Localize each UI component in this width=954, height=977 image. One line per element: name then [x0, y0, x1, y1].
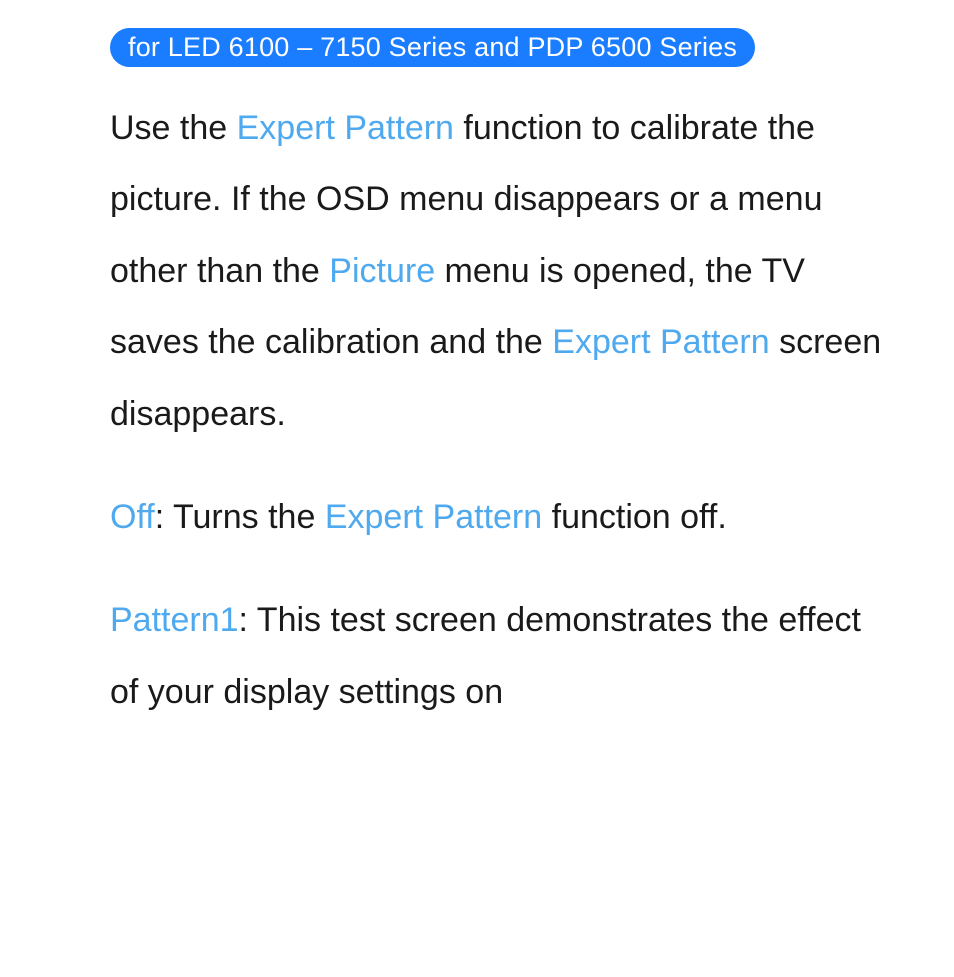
highlight-expert-pattern: Expert Pattern: [237, 109, 454, 147]
highlight-picture: Picture: [329, 252, 435, 290]
paragraph-off: Off: Turns the Expert Pattern function o…: [110, 482, 894, 553]
document-body: Use the Expert Pattern function to calib…: [110, 93, 894, 728]
text-segment: function off.: [542, 498, 727, 536]
text-segment: : Turns the: [155, 498, 325, 536]
highlight-pattern1: Pattern1: [110, 601, 239, 639]
highlight-off: Off: [110, 498, 155, 536]
text-segment: Use the: [110, 109, 237, 147]
paragraph-intro: Use the Expert Pattern function to calib…: [110, 93, 894, 450]
highlight-expert-pattern: Expert Pattern: [552, 323, 769, 361]
highlight-expert-pattern: Expert Pattern: [325, 498, 542, 536]
series-badge: for LED 6100 – 7150 Series and PDP 6500 …: [110, 28, 755, 67]
paragraph-pattern1: Pattern1: This test screen demonstrates …: [110, 585, 894, 728]
